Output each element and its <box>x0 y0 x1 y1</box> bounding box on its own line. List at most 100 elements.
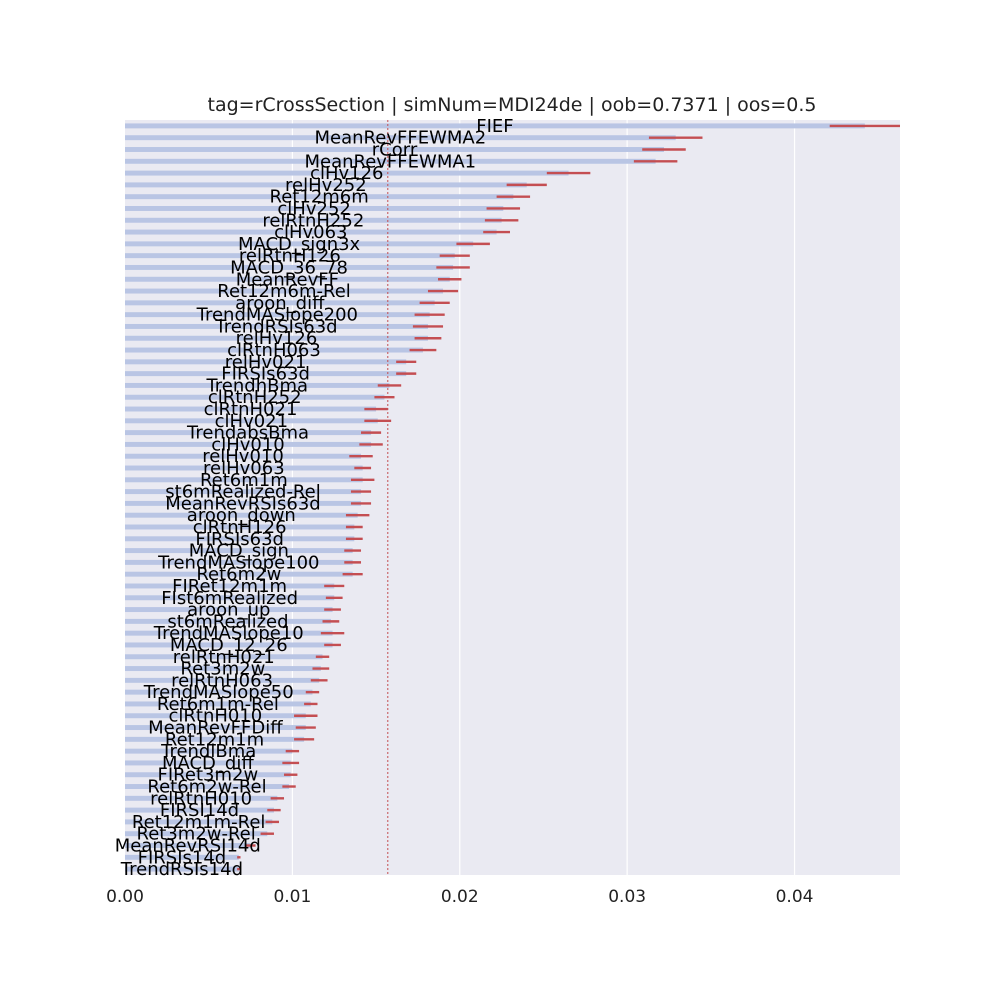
bar-label-55: FIRet3m2w <box>158 765 259 786</box>
bar-26 <box>125 430 372 436</box>
bars <box>125 123 865 872</box>
bar-11 <box>125 253 455 259</box>
bar-label-53: TrendlBma <box>160 741 256 762</box>
chart-title: tag=rCrossSection | simNum=MDI24de | oob… <box>208 94 817 116</box>
bar-47 <box>125 677 320 683</box>
bar-21 <box>125 371 407 377</box>
bar-24 <box>125 406 377 412</box>
bar-31 <box>125 489 362 495</box>
bar-1 <box>125 135 676 141</box>
bar-label-31: st6mRealized-Rel <box>165 482 320 503</box>
bar-label-4: clHv126 <box>310 163 383 184</box>
bar-13 <box>125 276 450 282</box>
bar-label-60: Ret3m2w-Rel <box>137 824 256 845</box>
bar-45 <box>125 654 323 660</box>
x-tick-label-2: 0.02 <box>441 887 479 907</box>
bar-37 <box>125 559 353 565</box>
bar-label-24: clRtnH021 <box>204 399 298 420</box>
bar-label-27: clHv010 <box>211 434 284 455</box>
bar-label-9: clHv063 <box>274 222 347 243</box>
bar-29 <box>125 465 363 471</box>
bar-32 <box>125 500 362 506</box>
bar-5 <box>125 182 527 188</box>
bar-label-15: aroon_diff <box>235 293 325 314</box>
bar-label-28: relHv010 <box>202 446 284 467</box>
bar-label-16: TrendMASlope200 <box>196 305 358 326</box>
bar-label-54: MACD_diff <box>162 753 254 774</box>
bar-label-52: Ret12m1m <box>165 729 264 750</box>
bar-39 <box>125 583 335 589</box>
bar-label-21: FIRSIs63d <box>221 364 310 385</box>
bar-label-36: MACD_sign <box>189 541 289 562</box>
bar-15 <box>125 300 435 306</box>
bar-0 <box>125 123 865 129</box>
bar-4 <box>125 170 569 176</box>
bar-30 <box>125 477 363 483</box>
bar-label-51: MeanRevFFDiff <box>148 718 283 739</box>
bar-43 <box>125 630 333 636</box>
x-tick-label-3: 0.03 <box>608 887 646 907</box>
x-tick-label-4: 0.04 <box>776 887 814 907</box>
bar-38 <box>125 571 353 577</box>
bar-35 <box>125 536 355 542</box>
bar-18 <box>125 335 428 341</box>
bar-label-23: clRtnH252 <box>208 387 302 408</box>
bar-8 <box>125 217 502 223</box>
bar-label-44: MACD_12_26 <box>170 635 288 656</box>
bar-63 <box>125 866 239 872</box>
bar-9 <box>125 229 497 235</box>
bar-52 <box>125 736 305 742</box>
bar-14 <box>125 288 444 294</box>
bar-label-8: relRtnH252 <box>262 210 364 231</box>
bar-label-32: MeanRevRSIs63d <box>165 493 320 514</box>
bar-50 <box>125 713 306 719</box>
bar-10 <box>125 241 474 247</box>
bar-label-34: clRtnH126 <box>193 517 287 538</box>
bar-33 <box>125 512 358 518</box>
bar-label-7: clHv252 <box>277 198 350 219</box>
bar-label-29: relHv063 <box>203 458 285 479</box>
bar-label-56: Ret6m2w-Rel <box>147 777 266 798</box>
bar-40 <box>125 595 335 601</box>
bar-label-20: relHv021 <box>225 352 307 373</box>
bar-27 <box>125 441 372 447</box>
bar-label-47: relRtnH063 <box>171 670 273 691</box>
bar-label-43: TrendMASlope10 <box>153 623 304 644</box>
bar-label-35: FIRSIs63d <box>195 529 284 550</box>
bar-16 <box>125 312 430 318</box>
bar-51 <box>125 725 306 731</box>
bar-62 <box>125 854 239 860</box>
bar-label-12: MACD_36_78 <box>230 257 348 278</box>
bar-label-40: FIst6mRealized <box>161 588 298 609</box>
bar-20 <box>125 359 407 365</box>
bar-58 <box>125 807 274 813</box>
bar-49 <box>125 701 311 707</box>
bar-label-58: FIRSI14d <box>160 800 239 821</box>
bar-label-57: relRtnH010 <box>150 788 252 809</box>
bar-label-17: TrendRSIs63d <box>214 316 337 337</box>
bar-label-6: Ret12m6m <box>270 187 369 208</box>
bar-label-11: relRtnH126 <box>239 246 341 267</box>
bar-label-10: MACD_sign3x <box>238 234 361 255</box>
bar-label-0: FIEF <box>476 116 513 137</box>
bar-41 <box>125 607 333 613</box>
bar-label-45: relRtnH021 <box>173 647 275 668</box>
bar-label-42: st6mRealized <box>167 611 288 632</box>
bar-label-19: clRtnH063 <box>227 340 321 361</box>
bar-61 <box>125 843 251 848</box>
bar-label-62: FIRSIs14d <box>138 847 227 868</box>
bar-label-18: relHv126 <box>236 328 318 349</box>
bar-57 <box>125 795 278 801</box>
bar-25 <box>125 418 378 424</box>
bar-label-3: MeanRevFFEWMA1 <box>304 151 476 172</box>
error-bars <box>237 124 900 871</box>
bar-2 <box>125 147 664 152</box>
bar-label-39: FIRet12m1m <box>172 576 287 597</box>
bar-label-61: MeanRevRSI14d <box>115 836 261 857</box>
bar-54 <box>125 760 291 766</box>
bar-46 <box>125 666 321 672</box>
bar-label-38: Ret6m2w <box>196 564 281 585</box>
x-tick-label-1: 0.01 <box>273 887 311 907</box>
